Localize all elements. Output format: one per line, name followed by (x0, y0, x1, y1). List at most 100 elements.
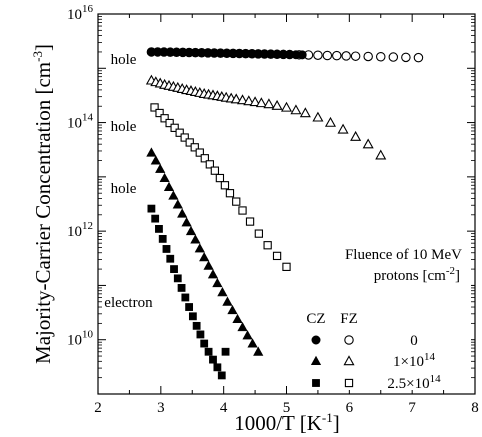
legend-marker-fz (343, 355, 355, 366)
legend-marker-cz (311, 335, 321, 345)
data-point (232, 197, 241, 206)
x-tick-label: 2 (94, 400, 102, 416)
data-point (221, 347, 230, 356)
data-point (195, 148, 204, 157)
data-point (158, 234, 167, 243)
data-point (217, 286, 228, 297)
data-point (271, 99, 283, 110)
data-point (173, 274, 182, 283)
y-tick-exponent: 12 (82, 220, 93, 232)
data-point (280, 101, 293, 112)
data-point (185, 138, 194, 147)
legend-row-label: 0 (410, 333, 418, 349)
data-point (350, 130, 362, 141)
y-tick-mantissa: 10 (67, 7, 82, 23)
x-tick-label: 7 (408, 400, 416, 416)
data-point (166, 254, 175, 263)
data-point (375, 149, 387, 160)
data-point (230, 93, 242, 104)
data-point (362, 138, 374, 149)
data-point (155, 163, 166, 173)
data-point (282, 262, 291, 271)
y-axis-title-tail: ] (31, 44, 55, 51)
data-point (147, 204, 156, 213)
data-point (297, 50, 307, 60)
data-point (212, 277, 223, 288)
data-point (163, 181, 175, 191)
data-point (209, 355, 217, 364)
data-point (388, 52, 399, 62)
data-point (155, 224, 163, 233)
data-point (225, 189, 235, 198)
data-point (205, 160, 214, 169)
data-point (168, 190, 179, 200)
y-tick-label: 1016 (67, 3, 94, 23)
data-point (236, 94, 249, 105)
data-point (222, 296, 233, 306)
legend-row-label-exp: 14 (430, 373, 442, 385)
x-axis-title-sup: -1 (322, 410, 333, 425)
data-point (324, 116, 337, 127)
annotation-label: hole (111, 52, 137, 68)
series-fz-square (150, 103, 291, 271)
data-point (181, 217, 192, 227)
data-point (337, 123, 349, 134)
data-point (196, 330, 205, 339)
annotation-bg (108, 180, 143, 198)
legend-row-label-main: 1×10 (393, 354, 424, 370)
data-point (200, 154, 209, 163)
x-axis-title-tail: ] (333, 411, 340, 435)
data-point (243, 95, 255, 106)
y-axis-title-sup: -3 (30, 51, 45, 62)
legend: Fluence of 10 MeV protons [cm-2] CZ FZ 0 1×10… (296, 240, 471, 392)
data-point (322, 50, 333, 61)
data-point (199, 252, 210, 262)
data-point (190, 234, 201, 244)
data-point (375, 52, 386, 62)
data-point (185, 225, 197, 236)
legend-title-line2: protons [cm-2] (374, 265, 460, 284)
series-cz-square (147, 204, 230, 380)
data-point (165, 118, 174, 128)
data-point (159, 172, 170, 183)
legend-row-label: 2.5×1014 (387, 373, 441, 392)
data-point (350, 51, 361, 61)
legend-row-label: 1×1014 (393, 351, 435, 370)
data-point (255, 97, 267, 108)
x-axis-title: 1000/T [K-1] (234, 410, 340, 435)
legend-title-main: protons [cm (374, 268, 446, 284)
data-point (170, 265, 178, 273)
data-point (150, 155, 161, 165)
y-tick-label: 1012 (67, 220, 93, 240)
x-tick-label: 5 (283, 400, 291, 416)
x-tick-label: 4 (220, 400, 228, 416)
data-point (192, 321, 201, 330)
data-point (175, 128, 184, 137)
data-point (312, 111, 324, 122)
data-point (232, 313, 243, 324)
data-point (227, 304, 238, 315)
x-tick-label: 3 (157, 400, 165, 416)
data-point (254, 229, 264, 238)
legend-marker-fz (344, 378, 354, 388)
y-tick-exponent: 14 (82, 112, 94, 124)
series-cz-triangle (146, 147, 264, 356)
data-point (188, 312, 197, 321)
data-point (177, 284, 186, 292)
annotation-label: hole (111, 119, 137, 135)
y-axis-title: Majority-Carrier Concentration [cm-3] (30, 44, 55, 364)
legend-marker-cz (312, 379, 320, 387)
legend-col-cz: CZ (306, 311, 325, 327)
data-point (181, 293, 190, 302)
data-point (263, 241, 272, 250)
data-point (170, 123, 179, 132)
data-point (160, 114, 169, 123)
data-point (203, 260, 214, 270)
annotation-label: electron (104, 295, 153, 311)
legend-marker-cz (310, 355, 322, 365)
data-point (220, 181, 230, 190)
data-point (332, 50, 342, 61)
data-layer (145, 47, 424, 380)
x-axis-title-main: 1000/T [K (234, 411, 322, 435)
